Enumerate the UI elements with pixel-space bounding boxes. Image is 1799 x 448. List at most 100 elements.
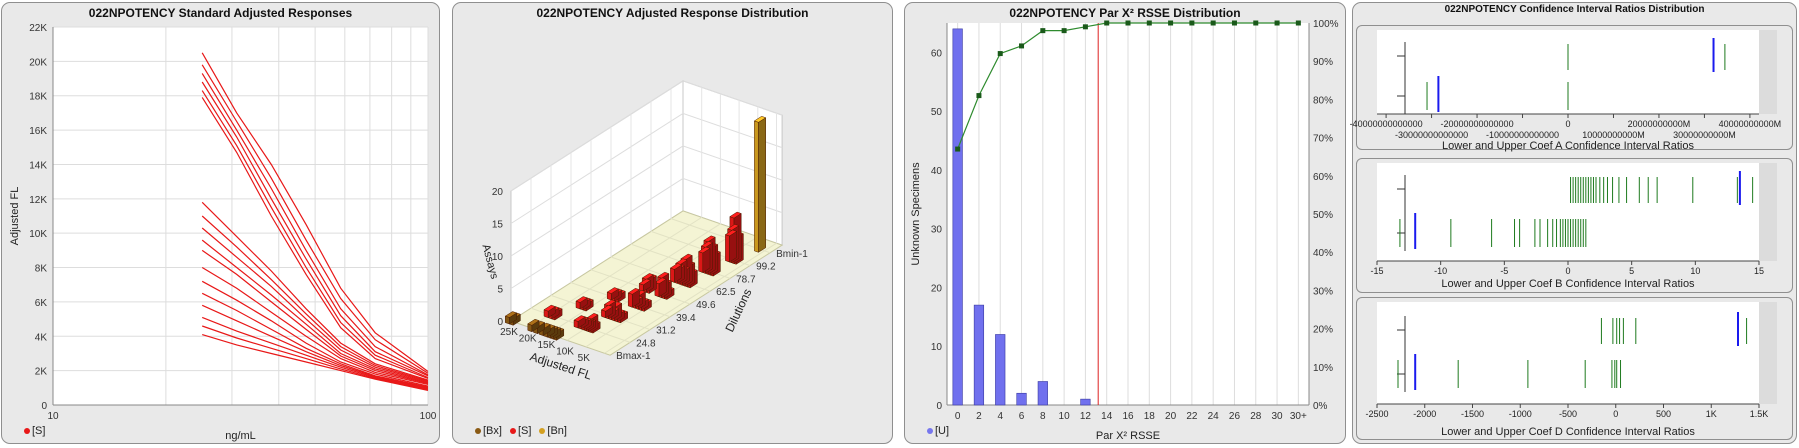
y-tick-label: 0: [936, 401, 942, 412]
x-tick-label: -40000000000000: [1350, 119, 1423, 129]
plot-margin: [1759, 163, 1777, 261]
y-tick-label: Bmax-1: [616, 351, 651, 362]
plot-area: [1377, 302, 1759, 404]
x-tick-label: 30+: [1290, 411, 1307, 422]
x-tick-label: 1.5K: [1750, 409, 1769, 419]
legend-item: [U]: [927, 425, 949, 437]
standard-series-line: [201, 73, 429, 376]
bar-side-face: [758, 117, 766, 253]
rsse-distribution-panel: 022NPOTENCY Par X² RSSE Distribution 0 10…: [904, 2, 1346, 444]
distribution-bar: [669, 263, 683, 283]
x-tick-label: 20K: [519, 333, 537, 344]
distribution-bar: [698, 246, 711, 273]
standard-series-line: [202, 334, 429, 391]
cumulative-point: [1189, 20, 1195, 26]
cumulative-point: [976, 93, 982, 99]
x-tick-label: -5: [1500, 266, 1508, 276]
x-tick-label: 40000000000M: [1719, 119, 1782, 129]
z-tick-label: 20: [492, 187, 504, 198]
x-tick-label: 16: [1122, 411, 1134, 422]
legend-marker: [509, 428, 516, 435]
bar-front-face: [698, 251, 704, 273]
x-tick-label: -1500: [1461, 409, 1484, 419]
x-axis-title: Lower and Upper Coef B Confidence Interv…: [1441, 278, 1695, 290]
rsse-bar: [1016, 392, 1027, 406]
x-tick-label: 2: [976, 411, 982, 422]
x-axis-title: ng/mL: [225, 430, 256, 442]
legend-label: [S]: [517, 425, 532, 437]
x-tick-label: 8: [1040, 411, 1046, 422]
y-tick-label: 18K: [29, 92, 47, 103]
standard-series-line: [201, 316, 429, 390]
cumulative-point: [1104, 20, 1110, 26]
y-tick-label: 39.4: [676, 313, 696, 324]
cumulative-point: [997, 51, 1003, 57]
y2-tick-label: 30%: [1313, 286, 1333, 297]
x-tick-label: 12: [1080, 411, 1092, 422]
y-tick-label: 22K: [29, 23, 47, 34]
legend-marker: [927, 428, 933, 435]
standard-series-line: [202, 325, 429, 391]
standard-series-line: [201, 215, 429, 382]
legend-label: [Bn]: [547, 425, 567, 437]
x-tick-label: 500: [1656, 409, 1671, 419]
legend-marker: [539, 428, 546, 435]
y2-tick-label: 90%: [1313, 57, 1333, 68]
x-tick-label: 14: [1101, 411, 1113, 422]
legend-item: [Bx]: [475, 425, 502, 437]
x-tick-label: -30000000000000: [1395, 130, 1468, 140]
x-tick-label: 26: [1229, 411, 1241, 422]
standard-series-line: [201, 64, 429, 374]
x-tick-label: -2500: [1365, 409, 1388, 419]
y2-tick-label: 40%: [1313, 248, 1333, 259]
bar-top-face: [727, 224, 740, 231]
bar-top-face: [700, 241, 714, 248]
rsse-bar: [952, 28, 963, 406]
distribution-bar: [638, 278, 652, 292]
y-tick-label: 60: [931, 48, 943, 59]
cumulative-point: [1082, 24, 1088, 30]
y2-tick-label: 100%: [1313, 19, 1339, 30]
z-tick-label: 10: [492, 252, 504, 263]
legend-item: [Bn]: [539, 425, 567, 437]
distribution-bar: [606, 287, 620, 301]
plot-margin: [1759, 30, 1777, 114]
bar-top-face: [627, 288, 641, 295]
bar-top-face: [573, 315, 586, 322]
coef-d-subpanel: -2500 -2000 -1500 -1000 -500 0 500 1K 1.5K Lower …: [1356, 297, 1793, 440]
coef-b-chart: -15 -10 -5 0 5 10 15 Lower and Upper Coef B Con…: [1370, 163, 1777, 290]
distribution-bar: [573, 315, 586, 329]
bar-top-face: [703, 235, 716, 243]
bar-top-face: [638, 278, 652, 286]
x-tick-label: 30: [1271, 411, 1283, 422]
standard-series-line: [201, 90, 429, 379]
legend-marker: [475, 428, 481, 435]
bar-front-face: [627, 292, 633, 308]
x-tick-label: -20000000000000: [1441, 119, 1514, 129]
gridline: [670, 218, 771, 254]
bar-top-face: [641, 273, 655, 280]
gridline: [510, 145, 783, 257]
bar-top-face: [603, 299, 617, 307]
cumulative-point: [1274, 20, 1280, 26]
x-tick-label: 28: [1250, 411, 1262, 422]
x-tick-label: -10: [1434, 266, 1447, 276]
chart-legend: [Bx] [S] [Bn]: [475, 425, 575, 437]
y-tick-label: 30: [931, 225, 943, 236]
x-tick-label: 5: [1629, 266, 1634, 276]
distribution-bar: [627, 288, 641, 308]
y-tick-label: 8K: [35, 264, 48, 275]
bar-top-face: [656, 271, 670, 279]
gridline: [550, 294, 651, 331]
x-axis-title: Lower and Upper Coef D Confidence Interv…: [1441, 426, 1695, 438]
bar-top-face: [669, 263, 683, 270]
bar-top-face: [698, 246, 711, 254]
confidence-ratios-panel: 022NPOTENCY Confidence Interval Ratios D…: [1350, 2, 1797, 444]
x-tick-label: 30000000000M: [1673, 130, 1736, 140]
distribution-bar: [575, 296, 588, 310]
distribution-bar: [753, 116, 767, 253]
x-tick-label: 0: [1613, 409, 1618, 419]
x-tick-label: -500: [1559, 409, 1577, 419]
bar-top-face: [543, 304, 556, 312]
